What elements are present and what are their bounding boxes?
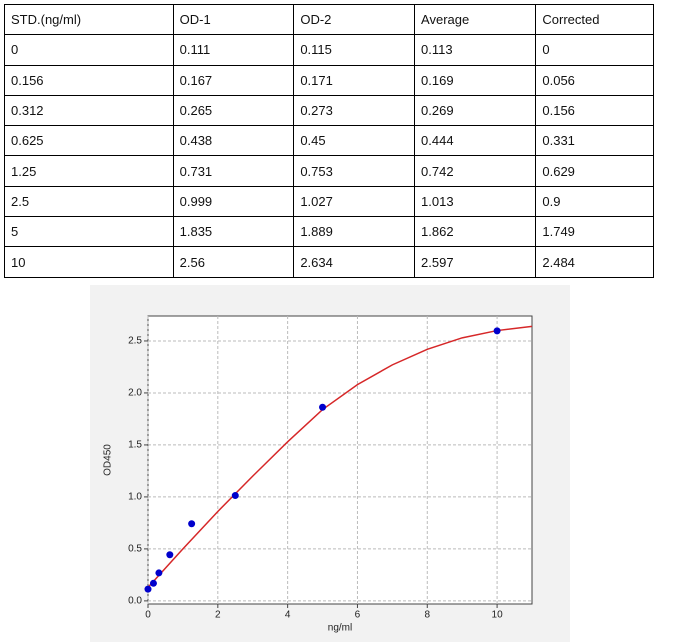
y-tick-label: 1.5 [128, 440, 142, 451]
table-cell: 0.742 [414, 155, 537, 187]
table-cell: 0.444 [414, 125, 537, 157]
data-point [149, 579, 157, 587]
table-row: 0.312 0.265 0.273 0.269 0.156 [4, 94, 654, 127]
table-cell: 2.5 [4, 185, 174, 218]
table-cell: 0.115 [293, 34, 416, 66]
x-axis-label: ng/ml [328, 623, 352, 634]
x-tick-label: 10 [492, 610, 504, 621]
table-cell: OD-1 [172, 3, 295, 36]
fit-curve [147, 325, 533, 588]
y-tick-label: 2.0 [128, 388, 142, 399]
data-point [493, 327, 501, 335]
table-cell: 2.484 [535, 246, 654, 278]
table-cell: 1.889 [293, 216, 416, 248]
data-point [188, 520, 196, 528]
table-cell: Corrected [535, 3, 654, 36]
table-cell: 2.634 [293, 246, 416, 278]
data-point [166, 551, 174, 559]
table-cell: 2.597 [414, 246, 537, 278]
table-row: 2.5 0.999 1.027 1.013 0.9 [4, 185, 654, 218]
x-tick-label: 8 [424, 610, 430, 621]
table-row: 0.156 0.167 0.171 0.169 0.056 [4, 64, 654, 96]
table-cell: 0.156 [4, 64, 174, 96]
table-cell: Average [414, 3, 537, 36]
x-tick-label: 4 [285, 610, 291, 621]
table-row: 1.25 0.731 0.753 0.742 0.629 [4, 155, 654, 187]
table-cell: 10 [4, 246, 174, 278]
data-point [319, 403, 327, 411]
table-cell: STD.(ng/ml) [4, 3, 174, 36]
table-cell: 1.013 [414, 185, 537, 218]
y-tick-label: 0.5 [128, 544, 142, 555]
y-tick-label: 2.5 [128, 336, 142, 347]
x-tick-label: 2 [215, 610, 221, 621]
table-cell: 1.25 [4, 155, 174, 187]
x-tick-label: 6 [355, 610, 361, 621]
table-cell: 0.45 [293, 125, 416, 157]
table-cell: 1.862 [414, 216, 537, 248]
table-cell: 0.111 [172, 34, 295, 66]
table-row: 5 1.835 1.889 1.862 1.749 [4, 216, 654, 248]
table-row: 10 2.56 2.634 2.597 2.484 [4, 246, 654, 278]
x-tick-label: 0 [145, 610, 151, 621]
table-cell: 0.753 [293, 155, 416, 187]
y-tick-label: 1.0 [128, 492, 142, 503]
data-point [231, 492, 239, 500]
table-row: 0.625 0.438 0.45 0.444 0.331 [4, 125, 654, 157]
data-point [144, 585, 152, 593]
table-cell: 0.629 [535, 155, 654, 187]
y-tick-label: 0.0 [128, 596, 142, 607]
table-cell: 0.625 [4, 125, 174, 157]
table-row: STD.(ng/ml) OD-1 OD-2 Average Corrected [4, 3, 654, 36]
table-cell: 0 [4, 34, 174, 66]
plot-area [147, 315, 533, 605]
table-cell: 0.438 [172, 125, 295, 157]
table-cell: 1.835 [172, 216, 295, 248]
data-point [155, 569, 163, 577]
y-axis-label: OD450 [103, 444, 114, 476]
table-cell: 2.56 [172, 246, 295, 278]
table-cell: 0.169 [414, 64, 537, 96]
table-cell: 0.265 [172, 94, 295, 127]
data-table: STD.(ng/ml) OD-1 OD-2 Average Corrected 0 0.11… [4, 3, 654, 278]
table-row: 0 0.111 0.115 0.113 0 [4, 34, 654, 66]
table-cell: 0.269 [414, 94, 537, 127]
table-cell: 1.749 [535, 216, 654, 248]
